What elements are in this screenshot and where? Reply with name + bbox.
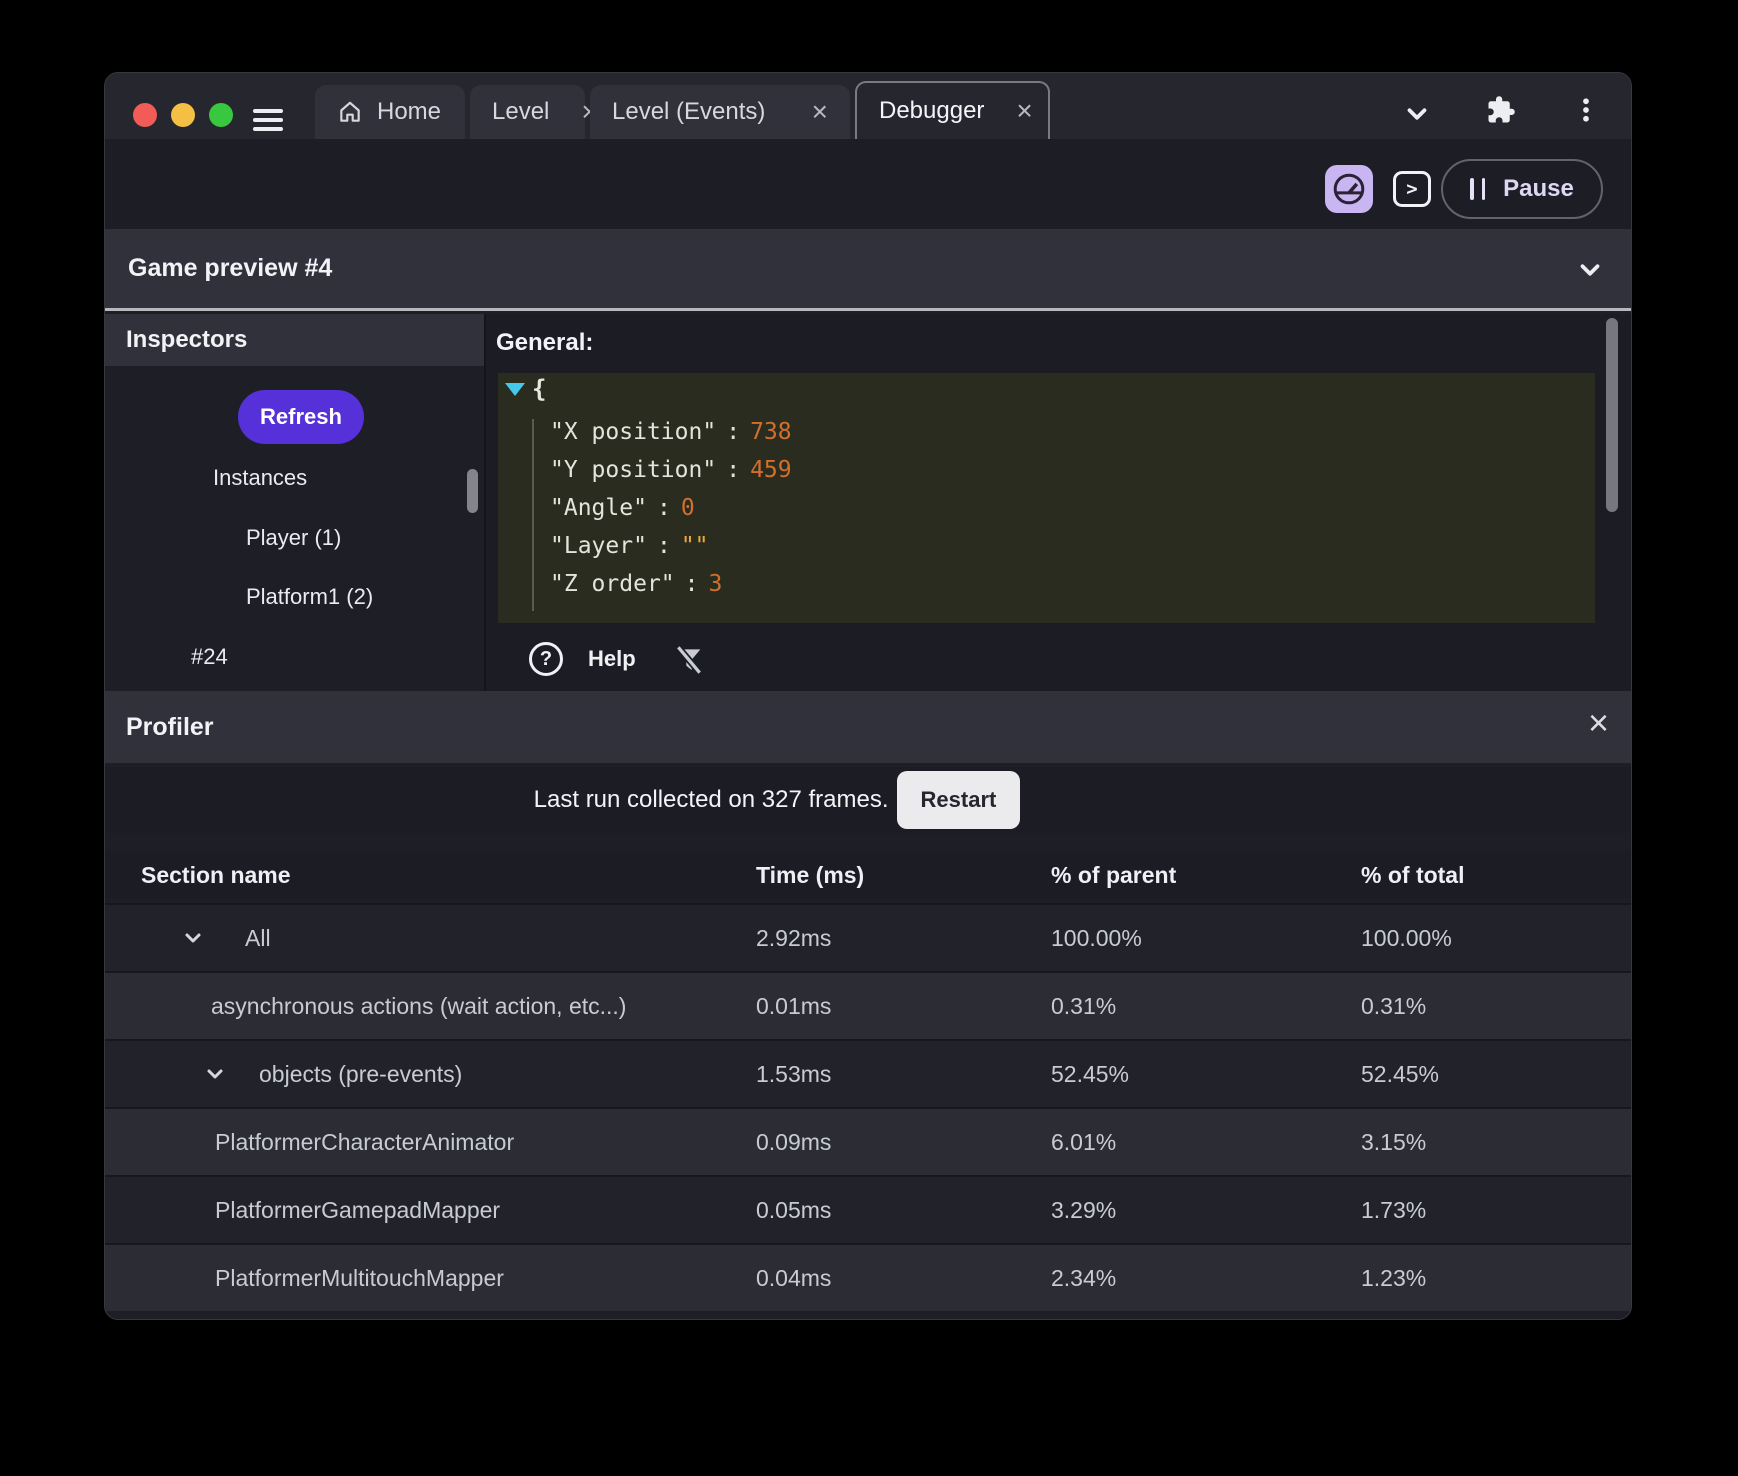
profiler-title: Profiler (126, 712, 214, 741)
json-open-brace: { (532, 375, 547, 403)
close-profiler-icon[interactable]: × (1588, 702, 1610, 743)
expand-triangle-icon[interactable] (504, 382, 526, 397)
table-row-gamepad-mapper: PlatformerGamepadMapper 0.05ms 3.29% 1.7… (105, 1175, 1631, 1243)
chevron-down-icon[interactable] (1402, 99, 1432, 129)
gauge-icon (1333, 173, 1365, 205)
table-row-objects-pre-events[interactable]: objects (pre-events) 1.53ms 52.45% 52.45… (105, 1039, 1631, 1107)
collapse-chevron-icon[interactable] (1575, 255, 1605, 285)
inspector-detail-panel: General: { X position:738 Y position:459… (486, 314, 1631, 691)
profiler-header: Profiler × (105, 691, 1631, 763)
tab-label: Level (Events) (612, 98, 766, 125)
json-line: X position:738 (550, 413, 792, 451)
game-preview-title: Game preview #4 (128, 254, 333, 282)
console-button[interactable]: > (1393, 171, 1431, 207)
inspectors-scrollbar-thumb[interactable] (467, 469, 478, 513)
profiler-gauge-button[interactable] (1325, 165, 1373, 213)
column-header-parent: % of parent (1051, 861, 1177, 888)
hamburger-menu-icon[interactable] (253, 109, 283, 133)
column-header-time: Time (ms) (756, 861, 865, 888)
pause-label: Pause (1503, 175, 1574, 202)
pause-button[interactable]: Pause (1441, 159, 1603, 219)
json-line: Y position:459 (550, 451, 792, 489)
json-line: Angle:0 (550, 489, 792, 527)
tree-item-instance-24[interactable]: #24 (191, 644, 228, 669)
close-tab-icon[interactable]: × (811, 96, 828, 127)
tab-home[interactable]: Home (315, 85, 465, 139)
inspectors-title: Inspectors (126, 326, 248, 353)
general-section-title: General: (496, 329, 594, 356)
close-tab-icon[interactable]: × (1016, 95, 1033, 126)
extensions-puzzle-icon[interactable] (1486, 95, 1516, 125)
close-window-button[interactable] (133, 103, 157, 127)
zoom-window-button[interactable] (209, 103, 233, 127)
inspectors-panel: Inspectors Refresh Instances Player (1) … (105, 314, 484, 691)
json-properties: X position:738 Y position:459 Angle:0 La… (550, 413, 792, 603)
game-preview-header[interactable]: Game preview #4 (105, 229, 1631, 311)
tab-level[interactable]: Level × (470, 85, 598, 139)
column-header-section: Section name (141, 861, 291, 888)
home-icon (340, 101, 360, 122)
tab-level-events[interactable]: Level (Events) × (590, 85, 850, 139)
profiler-status-row: Last run collected on 327 frames. Restar… (105, 767, 1631, 833)
expand-row-chevron-icon[interactable] (181, 926, 205, 950)
detail-scrollbar-thumb[interactable] (1606, 318, 1618, 512)
titlebar: Home Level × Level (Events) × Debugger × (105, 73, 1631, 139)
app-window: Home Level × Level (Events) × Debugger × (104, 72, 1632, 1320)
tab-label: Debugger (879, 97, 985, 124)
tree-item-platform1[interactable]: Platform1 (2) (246, 584, 374, 609)
json-viewer: { X position:738 Y position:459 Angle:0 … (498, 373, 1595, 623)
json-line: Z order:3 (550, 565, 792, 603)
pause-icon (1470, 178, 1486, 200)
json-line: Layer:"" (550, 527, 792, 565)
table-row-async-actions: asynchronous actions (wait action, etc..… (105, 971, 1631, 1039)
json-indent-guide (532, 419, 534, 611)
table-row-multitouch-mapper: PlatformerMultitouchMapper 0.04ms 2.34% … (105, 1243, 1631, 1311)
refresh-button[interactable]: Refresh (238, 390, 364, 444)
profiler-status-text: Last run collected on 327 frames. (533, 786, 889, 813)
debugger-toolbar: > Pause (105, 139, 1631, 229)
help-link[interactable]: Help (588, 646, 636, 671)
help-row: ? Help (486, 642, 1631, 684)
tree-item-instances[interactable]: Instances (213, 465, 308, 490)
table-row-character-animator: PlatformerCharacterAnimator 0.09ms 6.01%… (105, 1107, 1631, 1175)
tab-debugger[interactable]: Debugger × (855, 81, 1050, 139)
restart-button[interactable]: Restart (896, 771, 1021, 829)
panel-divider (484, 314, 486, 691)
inspectors-header: Inspectors (105, 314, 484, 366)
tab-label: Level (492, 98, 550, 125)
minimize-window-button[interactable] (171, 103, 195, 127)
expand-row-chevron-icon[interactable] (203, 1062, 227, 1086)
filter-off-icon[interactable] (673, 643, 705, 677)
table-row-all[interactable]: All 2.92ms 100.00% 100.00% (105, 903, 1631, 971)
column-header-total: % of total (1361, 861, 1465, 888)
profiler-table-body: All 2.92ms 100.00% 100.00% asynchronous … (105, 903, 1631, 1311)
more-options-kebab-icon[interactable] (1571, 95, 1601, 125)
help-icon[interactable]: ? (529, 642, 563, 676)
tree-item-player[interactable]: Player (1) (246, 525, 342, 550)
profiler-table-header: Section name Time (ms) % of parent % of … (105, 851, 1631, 899)
tab-label: Home (377, 98, 442, 125)
console-prompt-glyph: > (1406, 178, 1418, 200)
